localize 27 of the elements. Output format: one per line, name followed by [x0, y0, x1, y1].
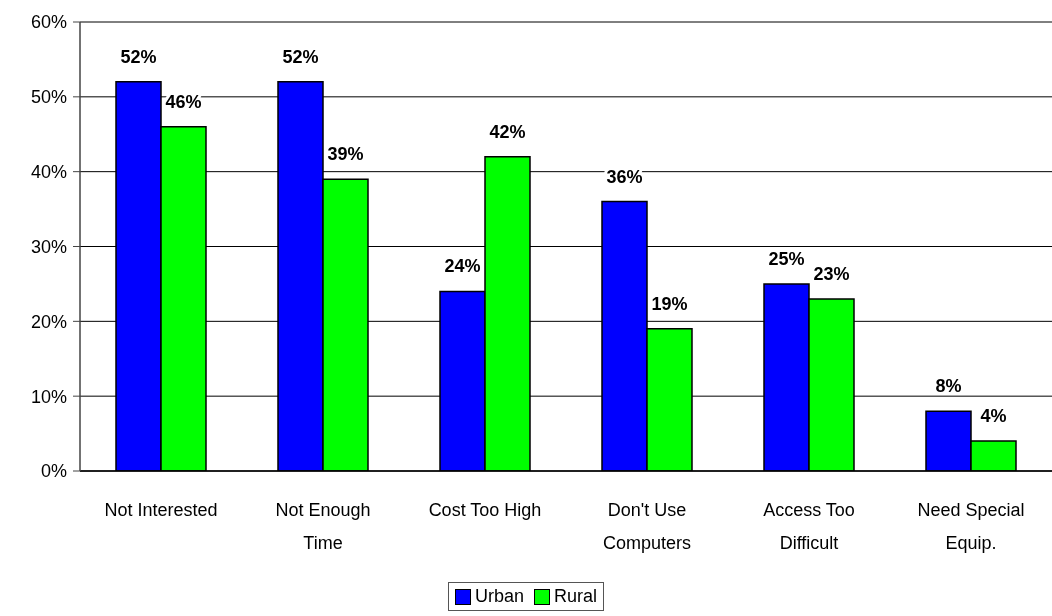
- y-tick-label: 60%: [30, 12, 67, 33]
- y-tick-label: 10%: [30, 386, 67, 407]
- data-label: 24%: [444, 256, 481, 277]
- data-label: 52%: [282, 46, 319, 67]
- data-label: 52%: [120, 46, 157, 67]
- data-label: 8%: [935, 376, 962, 397]
- legend-label: Urban: [474, 586, 524, 607]
- x-tick-label: Access Too Difficult: [763, 500, 855, 553]
- y-tick-label: 0%: [40, 461, 67, 482]
- legend-label: Rural: [554, 586, 598, 607]
- data-label: 23%: [813, 263, 850, 284]
- data-label: 39%: [327, 144, 364, 165]
- x-tick-label: Don't Use Computers: [602, 500, 692, 553]
- data-label: 46%: [165, 91, 202, 112]
- x-tick-label: Need Special Equip.: [917, 500, 1025, 553]
- y-tick-label: 30%: [30, 236, 67, 257]
- data-label: 19%: [651, 293, 688, 314]
- y-tick-label: 20%: [30, 311, 67, 332]
- y-tick-label: 40%: [30, 162, 67, 183]
- y-tick-label: 50%: [30, 87, 67, 108]
- x-tick-label: Cost Too High: [428, 500, 542, 520]
- x-tick-label: Not Enough Time: [275, 500, 371, 553]
- data-label: 36%: [606, 166, 643, 187]
- data-label: 4%: [980, 406, 1007, 427]
- data-label: 42%: [489, 121, 526, 142]
- x-tick-label: Not Interested: [104, 500, 218, 520]
- data-label: 25%: [768, 248, 805, 269]
